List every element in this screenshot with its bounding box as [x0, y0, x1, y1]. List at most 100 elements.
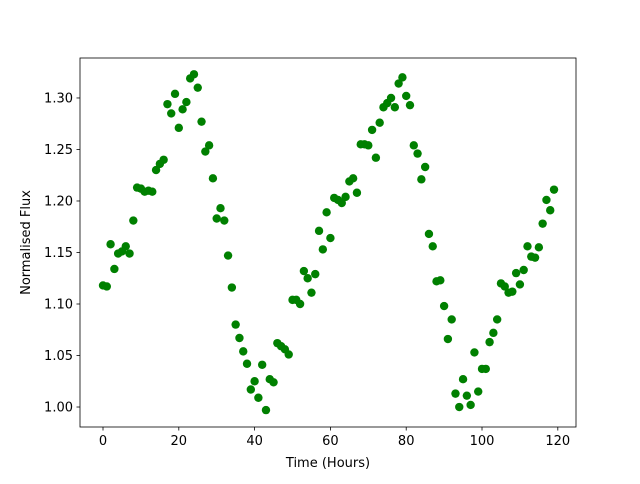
point — [231, 320, 240, 329]
point — [470, 348, 479, 357]
point — [174, 123, 184, 133]
point — [102, 282, 111, 291]
point — [481, 364, 490, 374]
point — [546, 206, 555, 215]
point — [462, 391, 472, 400]
point — [424, 229, 434, 239]
point — [201, 147, 210, 156]
point — [170, 89, 180, 99]
point — [341, 192, 350, 202]
point — [311, 269, 320, 279]
point — [371, 153, 381, 162]
point — [523, 242, 532, 251]
point — [208, 174, 218, 183]
point — [197, 117, 206, 126]
y-tick-label: 1.20 — [44, 194, 73, 209]
y-tick-label: 1.15 — [44, 246, 73, 261]
y-tick-label: 1.25 — [44, 143, 73, 158]
point — [511, 268, 521, 278]
plot-frame — [79, 57, 577, 428]
point — [250, 377, 259, 386]
y-axis-label: Normalised Flux — [19, 190, 34, 295]
point — [530, 253, 540, 262]
point — [364, 141, 373, 150]
point — [235, 333, 244, 343]
point — [182, 97, 191, 107]
point — [303, 274, 312, 283]
point — [314, 226, 324, 236]
point — [125, 249, 134, 258]
point — [254, 393, 263, 402]
point — [394, 79, 403, 88]
point — [348, 174, 358, 183]
point — [261, 405, 271, 415]
point — [242, 359, 252, 368]
point — [220, 216, 229, 225]
point — [106, 240, 115, 249]
point — [295, 299, 305, 309]
point — [398, 73, 407, 82]
point — [148, 187, 157, 196]
point — [402, 91, 411, 101]
point — [204, 141, 214, 150]
point — [299, 266, 309, 276]
point — [227, 283, 237, 292]
point — [485, 337, 494, 347]
point — [413, 149, 422, 158]
point — [451, 389, 460, 398]
x-tick-label: 80 — [398, 434, 415, 449]
point — [129, 216, 138, 225]
point — [500, 282, 509, 291]
point — [307, 288, 316, 297]
point — [367, 125, 377, 135]
point — [223, 251, 233, 260]
point — [322, 208, 331, 217]
point — [508, 287, 517, 296]
point — [216, 203, 225, 213]
point — [212, 214, 221, 223]
point — [159, 155, 168, 164]
y-tick-label: 1.30 — [44, 91, 73, 106]
point — [447, 315, 456, 324]
x-tick-label: 20 — [171, 434, 188, 449]
point — [436, 276, 445, 285]
point — [163, 99, 172, 109]
point — [534, 243, 544, 252]
point — [110, 264, 119, 274]
point — [474, 387, 483, 396]
point — [439, 301, 449, 311]
point — [390, 103, 400, 112]
point — [458, 375, 468, 384]
point — [352, 188, 362, 197]
point — [515, 280, 525, 289]
point — [489, 328, 498, 338]
x-tick-label: 60 — [322, 434, 339, 449]
point — [151, 165, 161, 175]
point — [318, 245, 328, 254]
point — [455, 402, 464, 412]
point — [519, 265, 528, 275]
point — [121, 242, 130, 251]
point — [284, 350, 293, 359]
point — [178, 105, 187, 114]
point — [189, 70, 199, 79]
point — [443, 334, 453, 344]
y-tick-label: 1.00 — [44, 401, 73, 416]
x-tick-label: 120 — [545, 434, 570, 449]
point — [420, 162, 430, 172]
point — [428, 242, 437, 251]
point — [269, 378, 278, 387]
x-tick-label: 40 — [246, 434, 263, 449]
point — [239, 347, 248, 356]
point — [492, 315, 502, 324]
point — [386, 93, 396, 103]
point — [538, 219, 547, 228]
point — [549, 185, 559, 194]
point — [409, 141, 418, 150]
point — [246, 385, 256, 394]
y-tick-label: 1.10 — [44, 298, 73, 313]
point — [542, 195, 551, 205]
x-tick-label: 0 — [99, 434, 107, 449]
